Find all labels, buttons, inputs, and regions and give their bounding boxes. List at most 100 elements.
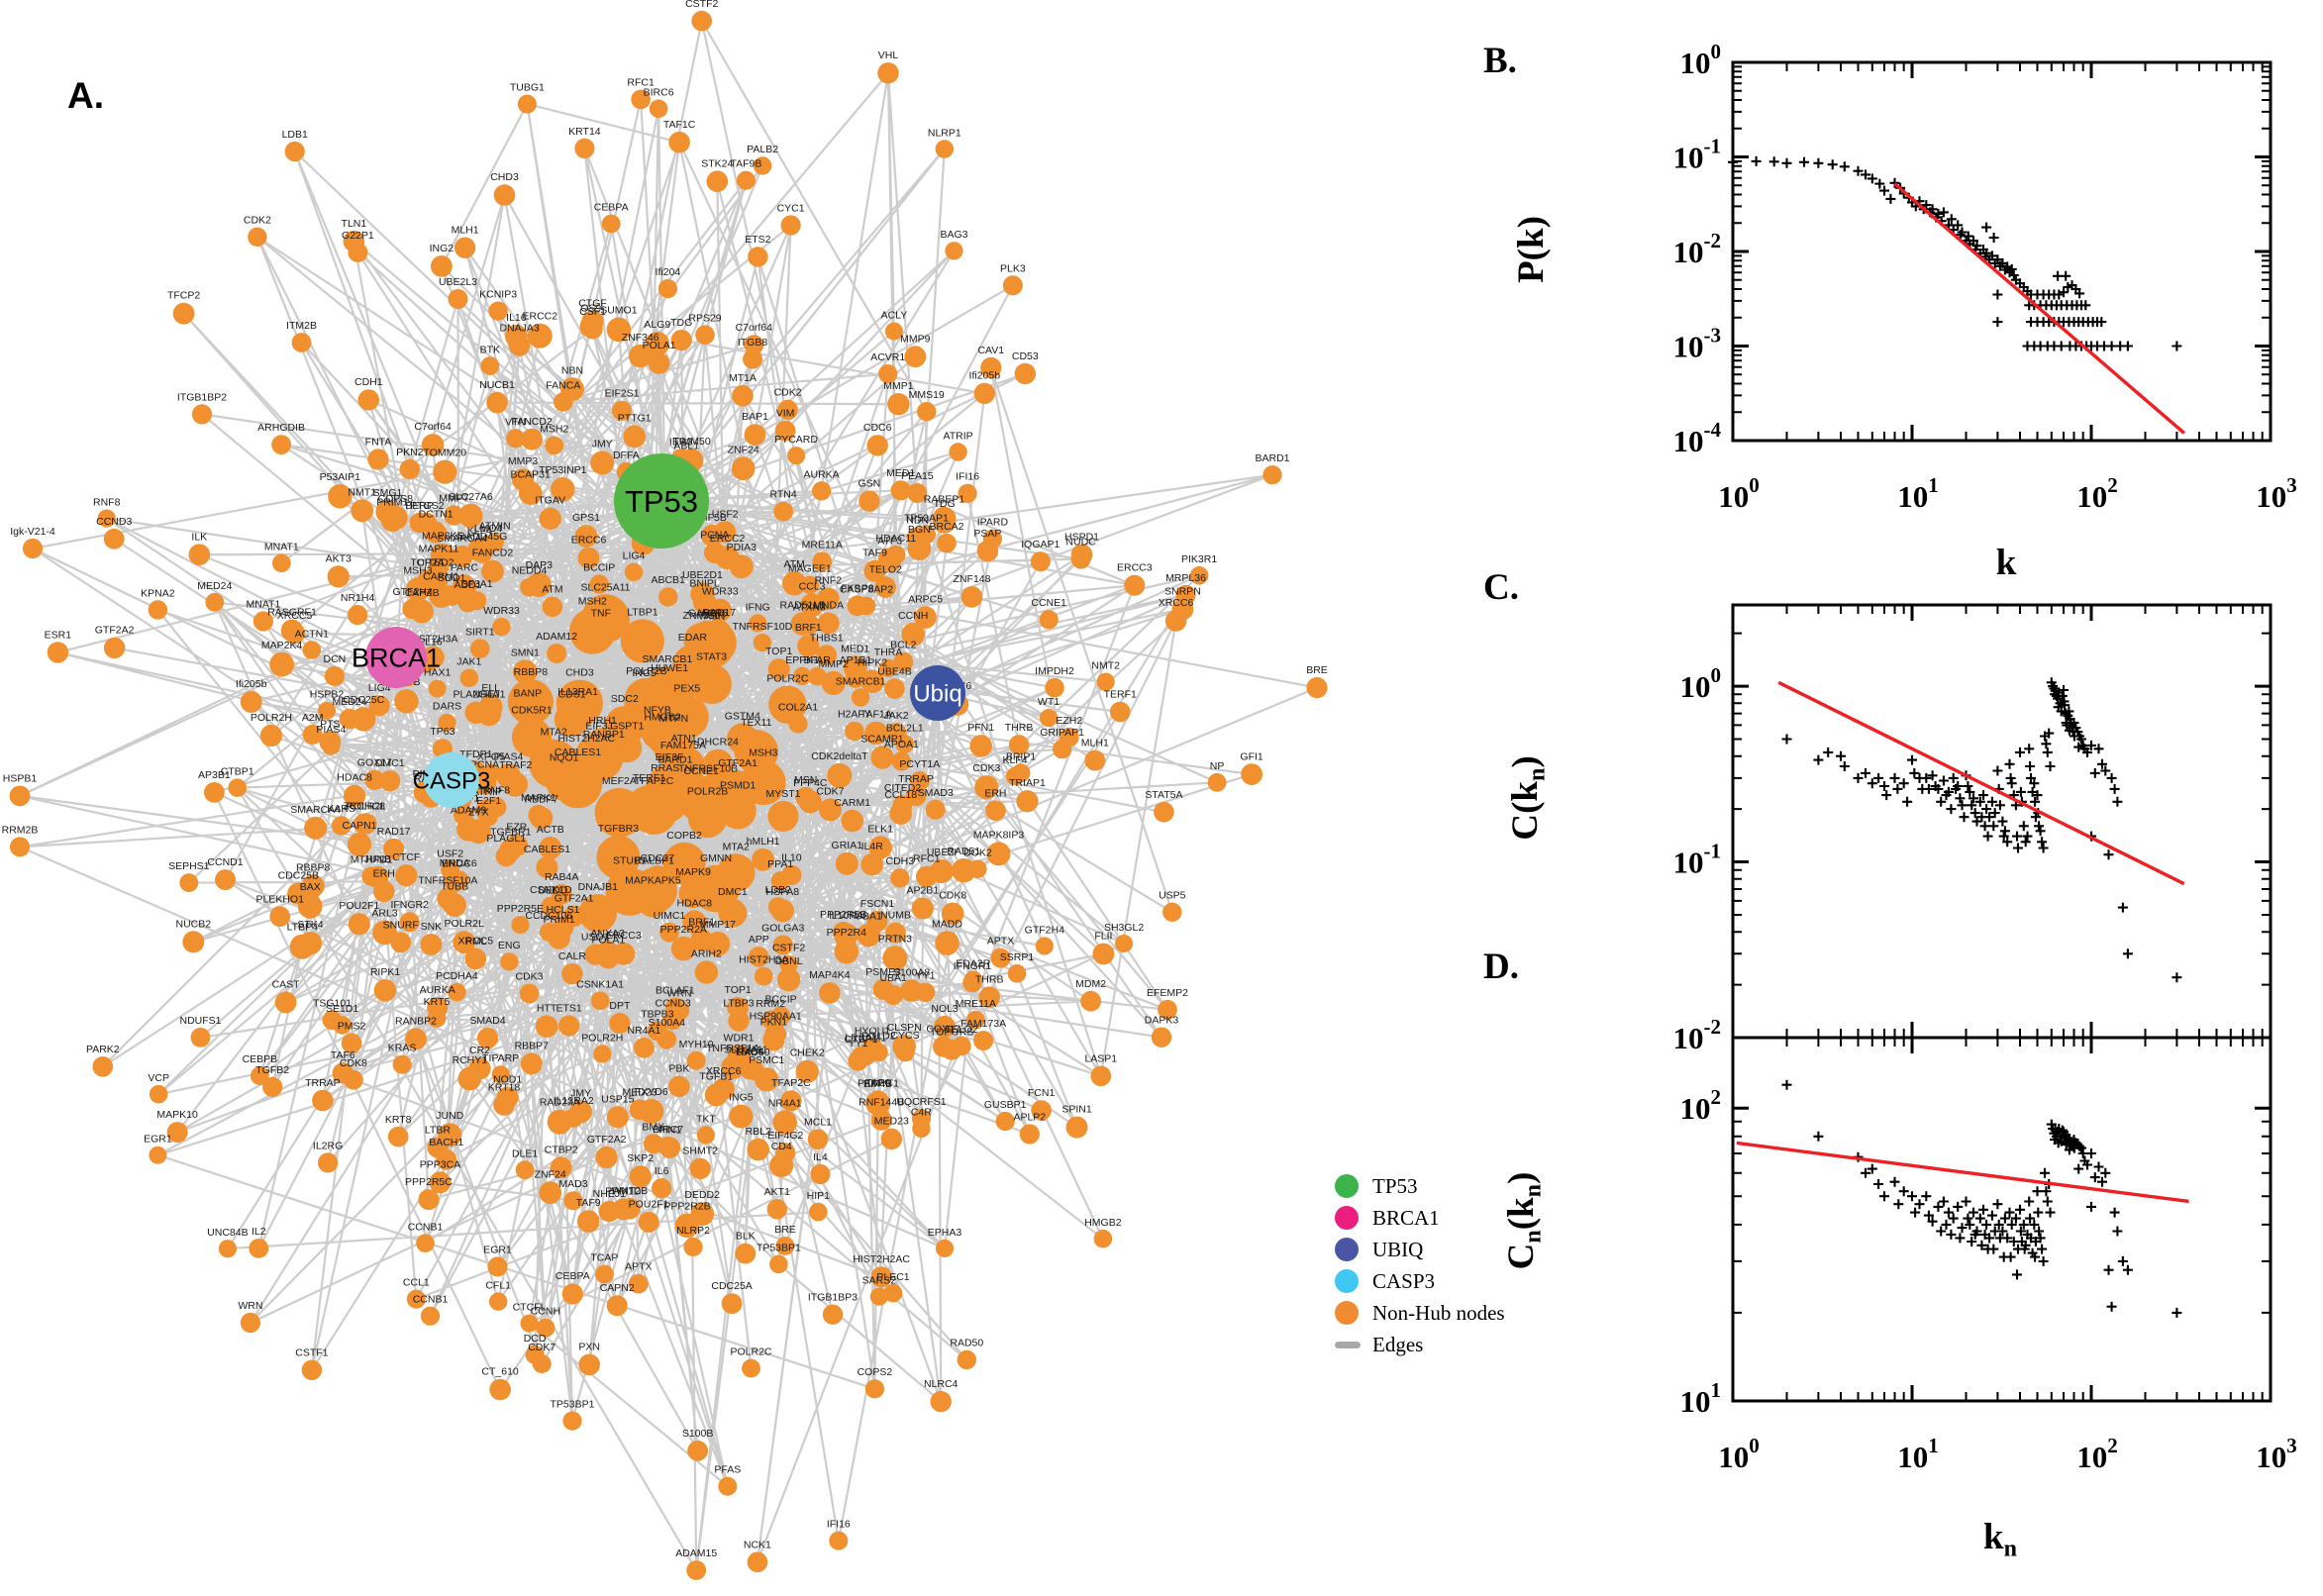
gene-label: PIAS4: [494, 751, 524, 763]
network-node: [743, 1058, 764, 1080]
gene-label: TGFB1: [699, 1070, 733, 1082]
minor-ticks: [1733, 1038, 2271, 1401]
network-node: [344, 1069, 363, 1090]
gene-label: TKT: [696, 1113, 716, 1125]
gene-label: DARS: [433, 701, 461, 713]
network-node: [542, 596, 563, 618]
network-node: [519, 983, 540, 1004]
gene-label: NLRP2: [676, 1225, 710, 1237]
network-node: [409, 512, 430, 534]
network-node: [1306, 677, 1328, 699]
gene-label: MED1: [841, 643, 869, 654]
gene-label: NR4A1: [627, 1025, 660, 1037]
gene-label: WDR33: [702, 586, 739, 598]
gene-label: BCAP31: [511, 468, 551, 480]
gene-label: PFAS: [714, 1464, 741, 1476]
gene-label: POLR2C: [766, 673, 808, 685]
gene-label: NDUFS1: [179, 1015, 221, 1027]
gene-label: TNFRSF10D: [733, 621, 793, 633]
gene-label: HYOU1: [855, 1026, 890, 1038]
gene-label: MMP1: [883, 380, 913, 392]
gene-label: E2F1: [476, 795, 501, 807]
gene-label: MRE11A: [956, 998, 996, 1010]
gene-label: FANCD2: [472, 548, 514, 559]
network-panel: PRIM1 NHEJ1 CSTF1 KLF4 TFAP2C HIST2H2AC GTF2A1…: [2, 0, 1328, 1580]
network-nodes: [9, 10, 1328, 1580]
gene-label: PIN1: [658, 1125, 682, 1137]
gene-label: TELO2: [869, 563, 902, 575]
network-node: [782, 571, 807, 596]
gene-label: TP53BP1: [757, 1243, 801, 1254]
gene-label: GMNN: [700, 852, 732, 864]
gene-label: MMP2: [819, 658, 849, 670]
gene-label: UBE2L3: [439, 276, 477, 288]
gene-label: MED24: [332, 696, 366, 708]
gene-label: JAK1: [456, 656, 481, 668]
gene-label: HAX1: [424, 667, 452, 679]
network-node: [593, 1045, 612, 1063]
gene-label: MED1: [886, 467, 915, 479]
gene-label: NDN: [906, 514, 929, 526]
network-node: [606, 317, 632, 343]
network-node: [753, 634, 772, 652]
network-node: [289, 934, 315, 959]
gene-label: A2M: [302, 712, 324, 724]
network-node: [284, 141, 305, 162]
network-node: [812, 481, 832, 501]
network-node: [271, 435, 291, 454]
gene-label: LRSAM1: [845, 1032, 886, 1044]
gene-label: IL13RA1: [557, 686, 598, 698]
gene-label: H2AFY: [838, 709, 871, 721]
gene-label: DAP3: [526, 559, 554, 571]
network-node: [1035, 937, 1054, 955]
gene-label: ERH: [984, 787, 1006, 799]
network-node: [748, 947, 769, 967]
gene-label: ELK1: [867, 823, 893, 835]
gene-label: RAD51: [947, 846, 980, 857]
gene-label: HSPB2: [310, 689, 345, 701]
gene-label: STK4: [297, 919, 323, 931]
network-node: [548, 927, 570, 949]
gene-label: MEF2A: [602, 775, 637, 787]
network-node: [1151, 1027, 1172, 1047]
network-node: [1207, 772, 1227, 792]
network-node: [833, 921, 855, 944]
network-node: [889, 802, 913, 825]
network-node: [505, 834, 529, 856]
gene-label: PXN: [578, 1342, 600, 1353]
gene-label: HMGB2: [1084, 1217, 1122, 1229]
gene-label: EIF4G2: [767, 1130, 803, 1142]
gene-label: IQGAP1: [1021, 539, 1060, 550]
network-node: [686, 1560, 707, 1580]
gene-label: ARIH2: [691, 948, 722, 959]
network-node: [1045, 677, 1064, 698]
network-node: [428, 679, 447, 698]
fit-line: [1777, 680, 2185, 886]
gene-label: ALG9: [644, 319, 670, 331]
network-node: [459, 668, 479, 688]
network-node: [493, 1094, 515, 1116]
network-node: [845, 667, 866, 688]
gene-label: CHD3: [490, 171, 519, 183]
gene-label: PCNA: [700, 530, 729, 542]
network-node: [528, 805, 550, 826]
network-node: [895, 735, 914, 753]
network-node: [925, 799, 946, 820]
gene-label: GAPDH: [688, 608, 725, 620]
gene-label: AKT3: [326, 552, 352, 564]
gene-label: HSPA8: [765, 886, 799, 898]
gene-label: SMG1: [373, 487, 403, 499]
gene-label: MED23: [622, 1086, 656, 1098]
network-node: [631, 89, 651, 110]
network-node: [821, 670, 846, 696]
network-node: [870, 1109, 892, 1131]
network-node: [10, 837, 30, 857]
network-node: [973, 382, 995, 405]
node-swatch-icon: [1335, 1301, 1359, 1325]
gene-label: VIM: [776, 408, 795, 420]
network-node: [1084, 749, 1106, 771]
network-node: [539, 837, 562, 859]
network-node: [629, 344, 653, 368]
network-node: [657, 279, 678, 299]
network-node: [97, 509, 116, 528]
